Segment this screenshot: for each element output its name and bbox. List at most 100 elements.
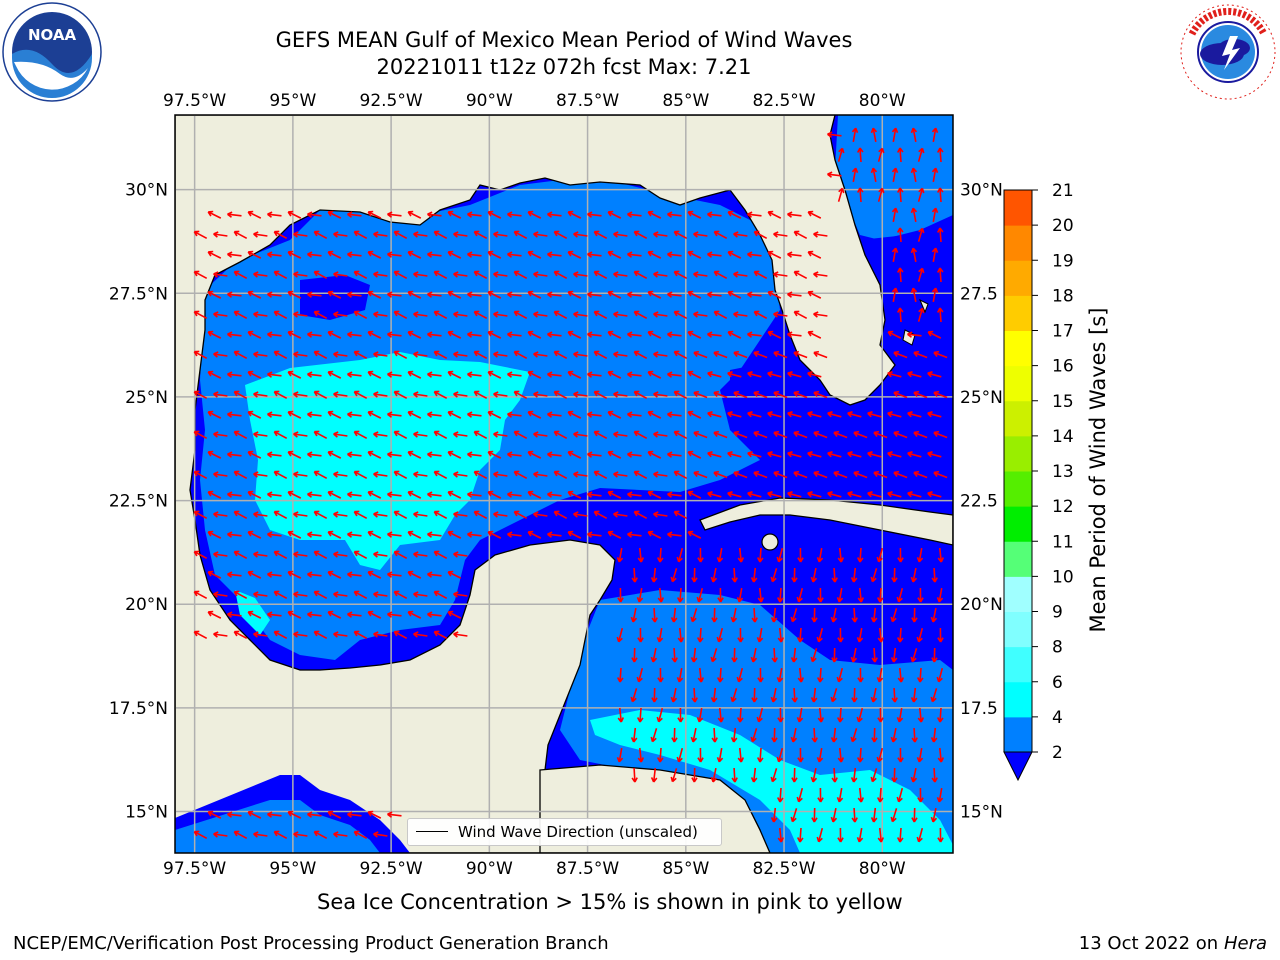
wind-arrow-91 [917,227,925,242]
colorbar-tick-11: 16 [1052,357,1074,377]
wind-arrow-880 [936,787,944,803]
wind-arrow-464 [607,450,622,459]
wind-arrow-785 [857,667,864,683]
wind-arrow-391 [647,410,662,419]
wind-arrow-371 [247,410,262,419]
wind-arrow-705 [367,610,382,619]
wind-arrow-264 [927,330,942,339]
wind-arrow-822 [936,707,944,723]
wind-arrow-717 [770,607,778,623]
wind-arrow-84 [713,230,728,240]
wind-arrow-528 [387,491,402,498]
wind-arrow-838 [930,727,938,743]
wind-arrow-470 [727,451,742,458]
wind-arrow-35 [427,211,442,218]
wind-arrow-667 [213,591,228,598]
wind-arrow-295 [793,350,808,359]
wind-arrow-39 [507,211,522,218]
wind-arrow-579 [653,511,668,518]
wind-arrow-494 [453,471,468,478]
colorbar-tick-16: 21 [1052,181,1074,201]
wind-arrow-174 [447,290,462,299]
wind-arrow-250 [587,331,602,338]
wind-arrow-218 [633,310,648,320]
wind-arrow-220 [673,310,688,320]
wind-arrow-573 [533,511,548,518]
wind-arrow-121 [767,250,782,259]
wind-arrow-633 [876,547,884,563]
wind-arrow-561 [293,511,308,518]
colorbar-segment-9 [1004,400,1032,437]
colorbar-segment-12 [1004,295,1032,331]
wind-arrow-166 [287,290,302,299]
colorbar-segment-0 [1004,716,1032,753]
wind-arrow-473 [787,451,802,458]
wind-arrow-207 [413,311,428,318]
wind-arrow-636 [937,547,945,563]
wind-arrow-431 [693,430,708,439]
wind-arrow-848 [797,747,804,763]
wind-arrow-767 [831,647,838,663]
wind-arrow-27 [267,211,282,218]
wind-arrow-256 [707,331,722,338]
wind-arrow-830 [771,727,778,743]
lat-tick-left-5: 17.5°N [109,699,168,719]
wind-arrow-400 [827,411,842,418]
wind-arrow-270 [293,351,308,358]
wind-arrow-286 [613,351,628,358]
wind-arrow-354 [593,390,608,400]
wind-arrow-564 [353,510,368,520]
wind-arrow-348 [473,390,488,400]
lon-tick-top-2: 92.5°W [360,91,423,111]
wind-arrow-133 [313,270,328,280]
lon-tick-top-6: 82.5°W [752,91,815,111]
wind-arrow-100 [347,251,362,258]
wind-arrow-710 [630,607,638,623]
land-north-america [175,115,896,853]
wind-arrow-366 [893,390,908,399]
wind-arrow-373 [287,410,302,419]
wind-arrow-210 [473,310,488,320]
pacific-ocean-mid [175,800,380,853]
wind-arrow-619 [453,551,468,558]
wind-arrow-853 [897,747,904,763]
wind-arrow-538 [587,491,602,498]
wind-arrow-273 [353,350,368,360]
wind-arrow-347 [453,391,468,398]
lon-tick-bottom-3: 90°W [466,859,513,879]
wind-arrow-388 [587,411,602,418]
wind-arrow-531 [447,490,462,499]
wind-arrow-55 [891,207,899,223]
wind-arrow-519 [207,490,222,499]
wind-arrow-540 [627,491,642,498]
wind-arrow-260 [787,331,802,338]
wind-arrow-261 [807,330,822,339]
wind-arrow-820 [896,707,904,723]
wind-arrow-365 [813,390,828,399]
wind-arrow-333 [927,371,942,378]
wind-arrow-580 [673,510,688,520]
wind-arrow-552 [867,491,882,498]
wind-arrow-239 [367,330,382,339]
wind-arrow-824 [650,728,658,743]
wind-arrow-447 [267,451,282,458]
wind-arrow-836 [890,727,898,743]
wind-arrow-681 [636,587,644,603]
wind-arrow-106 [467,251,482,258]
wind-arrow-142 [493,271,508,278]
legend-label: Wind Wave Direction (unscaled) [458,823,698,841]
wind-arrow-629 [797,547,804,563]
wind-arrow-597 [527,530,542,539]
colorbar-tick-13: 18 [1052,286,1074,306]
wind-arrow-146 [573,271,588,278]
wind-arrow-488 [333,471,348,478]
wind-arrow-493 [433,470,448,480]
wind-arrow-739 [453,631,468,638]
wind-arrow-562 [313,510,328,520]
wind-arrow-104 [427,251,442,258]
map-legend: Wind Wave Direction (unscaled) [407,818,722,846]
wind-arrow-359 [693,390,708,399]
wind-arrow-617 [413,551,428,558]
wind-arrow-843 [697,747,704,763]
wind-arrow-409 [253,431,268,438]
